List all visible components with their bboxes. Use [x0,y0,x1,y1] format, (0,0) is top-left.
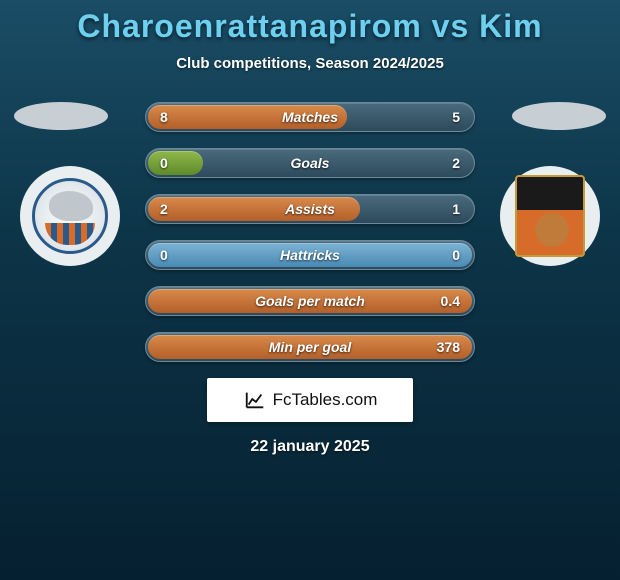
stat-label: Goals per match [206,293,414,309]
stat-left-value: 2 [146,201,206,217]
stat-row: Goals per match0.4 [145,286,475,316]
right-club-logo [515,175,585,257]
left-club-badge [20,166,120,266]
stat-row: 2Assists1 [145,194,475,224]
stat-row: 0Hattricks0 [145,240,475,270]
stat-rows: 8Matches50Goals22Assists10Hattricks0Goal… [145,102,475,362]
stat-right-value: 2 [414,155,474,171]
stat-right-value: 378 [414,339,474,355]
brand-text: FcTables.com [273,390,378,410]
stat-left-value: 0 [146,155,206,171]
stat-right-value: 5 [414,109,474,125]
page-title: Charoenrattanapirom vs Kim [0,0,620,45]
date-text: 22 january 2025 [0,438,620,456]
stat-row: 8Matches5 [145,102,475,132]
stat-label: Min per goal [206,339,414,355]
stat-row: Min per goal378 [145,332,475,362]
left-player-marker [14,102,108,130]
stat-right-value: 0 [414,247,474,263]
stat-label: Matches [206,109,414,125]
stat-label: Hattricks [206,247,414,263]
brand-plate[interactable]: FcTables.com [207,378,413,422]
chart-icon [243,389,267,411]
stat-left-value: 0 [146,247,206,263]
stat-label: Assists [206,201,414,217]
comparison-area: 8Matches50Goals22Assists10Hattricks0Goal… [0,102,620,456]
stat-right-value: 1 [414,201,474,217]
right-club-badge [500,166,600,266]
subtitle: Club competitions, Season 2024/2025 [0,55,620,72]
stat-right-value: 0.4 [414,293,474,309]
stat-left-value: 8 [146,109,206,125]
stat-row: 0Goals2 [145,148,475,178]
right-player-marker [512,102,606,130]
stat-label: Goals [206,155,414,171]
left-club-logo [32,178,108,254]
